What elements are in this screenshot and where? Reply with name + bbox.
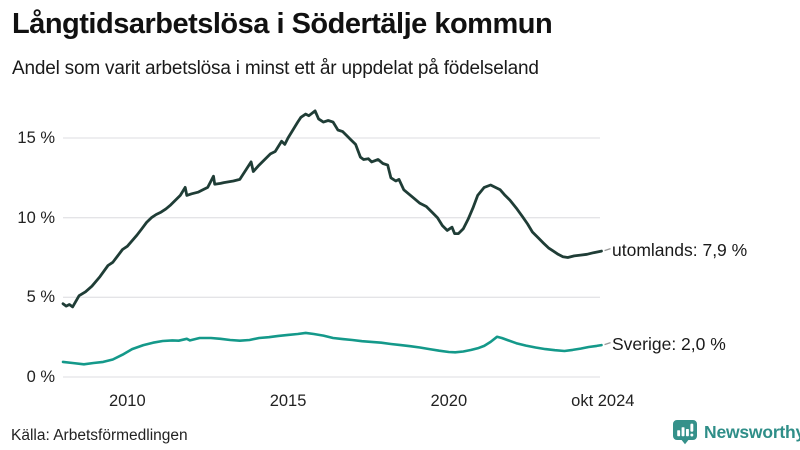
legend-sverige: Sverige: 2,0 % bbox=[612, 334, 726, 355]
newsworthy-logo: Newsworthy bbox=[672, 419, 800, 445]
y-tick-5: 5 % bbox=[26, 288, 55, 307]
x-tick-okt-2024: okt 2024 bbox=[571, 392, 635, 410]
newsworthy-wordmark: Newsworthy bbox=[704, 421, 800, 442]
legend-connector-utomlands bbox=[604, 247, 611, 252]
series-line-utomlands bbox=[61, 109, 603, 309]
legend-utomlands: utomlands: 7,9 % bbox=[612, 240, 748, 261]
y-tick-0: 0 % bbox=[26, 368, 55, 386]
newsworthy-bubble-chart-icon bbox=[673, 420, 697, 445]
chart-subtitle: Andel som varit arbetslösa i minst ett å… bbox=[12, 58, 539, 79]
source-note: Källa: Arbetsförmedlingen bbox=[11, 427, 188, 444]
x-tick-2020: 2020 bbox=[430, 392, 468, 410]
x-tick-2010: 2010 bbox=[108, 392, 146, 410]
legend-connector-sverige bbox=[604, 341, 611, 346]
y-tick-15: 15 % bbox=[17, 129, 55, 147]
chart-title: Långtidsarbetslösa i Södertälje kommun bbox=[12, 8, 553, 40]
series-line-sverige bbox=[61, 331, 603, 366]
y-tick-10: 10 % bbox=[17, 208, 55, 227]
x-tick-2015: 2015 bbox=[269, 392, 307, 410]
